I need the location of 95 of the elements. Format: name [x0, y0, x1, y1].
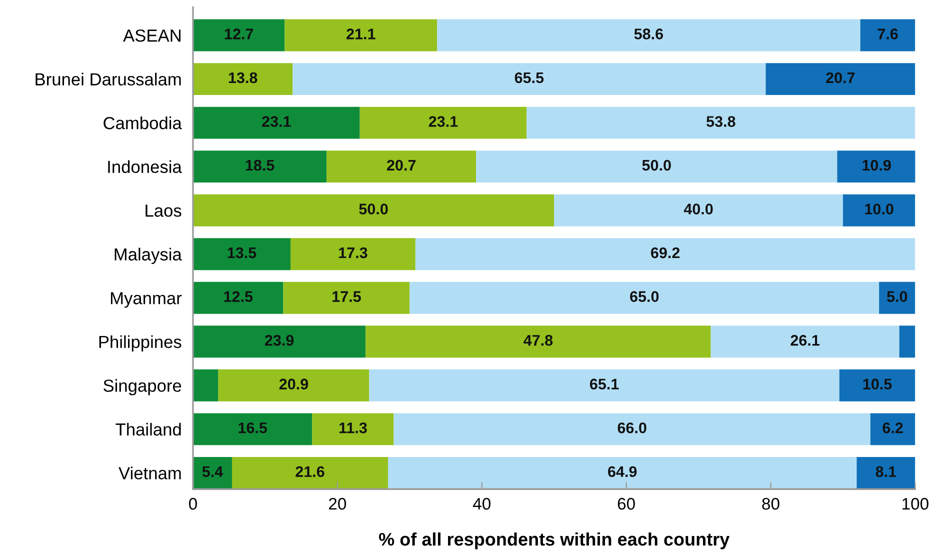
bar [476, 150, 838, 183]
data-label: 53.8 [706, 116, 736, 127]
bar [192, 106, 360, 139]
y-tick-label: ASEAN [123, 29, 180, 42]
bar [369, 369, 840, 402]
bar [192, 413, 312, 446]
data-label: 7.6 [878, 28, 898, 40]
y-tick-label: Myanmar [110, 292, 182, 308]
bar [232, 456, 388, 489]
data-label: 20.7 [387, 160, 416, 171]
data-label: 12.5 [224, 291, 253, 302]
data-label: 12.7 [224, 28, 254, 40]
data-label: 16.5 [238, 422, 268, 434]
bar [283, 282, 410, 314]
data-label: 23.1 [428, 116, 458, 127]
data-label: 47.8 [524, 334, 553, 346]
y-tick-label: Singapore [104, 379, 182, 396]
data-label: 50.0 [359, 204, 388, 214]
x-tick-label: 0 [189, 498, 197, 510]
bar [526, 106, 916, 139]
data-label: 58.6 [634, 28, 664, 40]
bar [842, 194, 916, 226]
bar [710, 326, 900, 358]
bar [284, 19, 438, 52]
bar [360, 106, 527, 139]
data-label: 13.8 [228, 72, 258, 84]
y-tick-label: Philippines [99, 335, 182, 352]
bar [899, 326, 916, 358]
data-label: 17.3 [339, 247, 368, 258]
data-label: 10.5 [863, 378, 892, 390]
x-tick-label: 40 [472, 498, 490, 510]
data-label: 65.0 [630, 291, 659, 302]
x-axis-title: % of all respondents within each country [378, 532, 730, 550]
bar [415, 238, 916, 270]
bar [192, 238, 290, 270]
y-tick-label: Indonesia [108, 160, 182, 174]
data-label: 66.0 [618, 422, 646, 434]
bar [766, 63, 916, 96]
data-label: 10.0 [865, 204, 894, 214]
y-tick-label: Thailand [116, 422, 181, 436]
bar [192, 194, 554, 226]
data-label: 5.0 [886, 291, 908, 302]
bar [326, 150, 476, 183]
data-label: 6.2 [882, 422, 903, 434]
y-tick-label: Brunei Darussalam [36, 72, 181, 86]
bar [192, 326, 366, 358]
bar [366, 326, 711, 358]
data-label: 69.2 [650, 247, 680, 258]
data-label: 40.0 [684, 204, 713, 214]
data-label: 65.5 [514, 72, 544, 84]
data-label: 8.1 [876, 466, 896, 478]
data-label: 18.5 [246, 160, 274, 171]
bar [192, 150, 327, 183]
bar [554, 194, 843, 226]
bar [860, 19, 916, 52]
bar [192, 282, 284, 314]
data-label: 10.9 [862, 160, 891, 171]
bar [292, 63, 766, 96]
bar [394, 413, 870, 446]
bar [192, 63, 293, 96]
bar [856, 456, 916, 489]
data-label: 5.4 [202, 466, 224, 478]
bar [870, 413, 916, 446]
bar [437, 19, 860, 52]
bar [192, 19, 285, 52]
y-tick-label: Laos [146, 204, 182, 217]
data-label: 17.5 [332, 291, 361, 302]
bar [837, 150, 916, 183]
bar [388, 456, 857, 489]
data-label: 50.0 [642, 160, 671, 171]
bar [410, 282, 880, 314]
bar [312, 413, 394, 446]
y-tick-label: Cambodia [104, 116, 182, 130]
data-label: 11.3 [339, 422, 367, 434]
data-label: 20.7 [826, 72, 855, 84]
data-label: 64.9 [608, 466, 637, 478]
data-label: 13.5 [228, 247, 256, 258]
bar [839, 369, 916, 402]
data-label: 65.1 [590, 378, 619, 390]
bar [192, 369, 218, 402]
data-label: 21.1 [346, 28, 376, 40]
data-label: 23.1 [262, 116, 291, 127]
y-tick-label: Vietnam [118, 466, 181, 480]
x-tick-label: 60 [618, 498, 635, 510]
data-label: 21.6 [296, 466, 324, 478]
x-tick-label: 20 [329, 498, 346, 510]
data-label: 20.9 [279, 378, 308, 390]
x-tick-label: 80 [762, 498, 780, 510]
x-tick-label: 100 [902, 498, 928, 510]
bar [218, 369, 370, 402]
bar [290, 238, 416, 270]
data-label: 23.9 [264, 334, 294, 346]
data-label: 26.1 [790, 334, 820, 346]
bar [879, 282, 916, 314]
y-tick-label: Malaysia [114, 248, 182, 264]
